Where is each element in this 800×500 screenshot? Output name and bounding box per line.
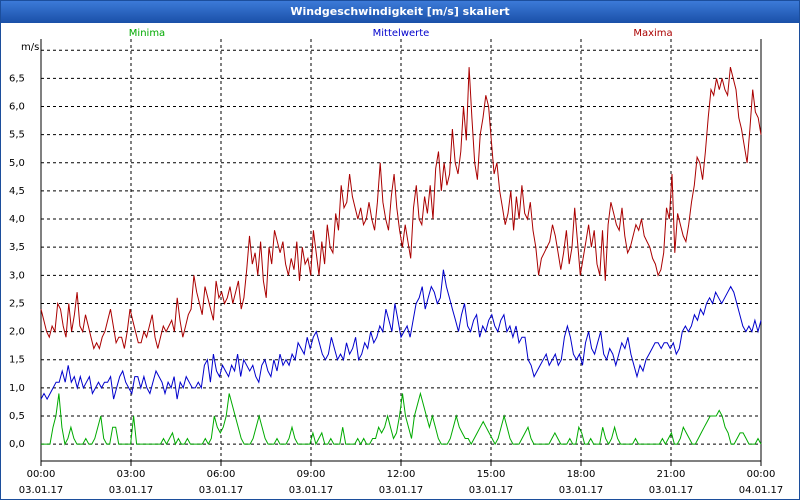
x-tick-time: 21:00	[657, 469, 686, 480]
y-tick-label: 2,0	[9, 327, 25, 338]
y-tick-label: 0,0	[9, 439, 25, 450]
y-tick-label: 5,5	[9, 130, 25, 141]
x-tick-time: 00:00	[27, 469, 56, 480]
x-tick-time: 09:00	[297, 469, 326, 480]
legend-minima: Minima	[129, 28, 165, 39]
grid	[41, 39, 761, 461]
y-tick-label: 1,0	[9, 383, 25, 394]
x-tick-date: 03.01.17	[649, 485, 694, 496]
y-tick-label: 5,0	[9, 158, 25, 169]
y-tick-label: 4,0	[9, 214, 25, 225]
x-tick-date: 03.01.17	[289, 485, 334, 496]
x-tick-date: 03.01.17	[199, 485, 244, 496]
x-tick-date: 03.01.17	[379, 485, 424, 496]
x-tick-time: 12:00	[387, 469, 416, 480]
x-tick-date: 04.01.17	[739, 485, 784, 496]
series-minima	[41, 391, 762, 446]
series-maxima	[40, 66, 762, 350]
y-tick-label: 4,5	[9, 186, 25, 197]
y-tick-label: 3,5	[9, 242, 25, 253]
y-axis-unit: m/s	[21, 42, 39, 53]
series-lines	[40, 66, 762, 446]
legend-maxima: Maxima	[633, 28, 672, 39]
legend-mittelwerte: Mittelwerte	[373, 28, 430, 39]
x-tick-date: 03.01.17	[559, 485, 604, 496]
axes	[40, 39, 762, 466]
x-tick-time: 18:00	[567, 469, 596, 480]
x-tick-time: 06:00	[207, 469, 236, 480]
y-tick-label: 2,5	[9, 298, 25, 309]
x-tick-time: 00:00	[747, 469, 776, 480]
y-tick-label: 6,5	[9, 73, 25, 84]
y-tick-label: 0,5	[9, 411, 25, 422]
y-tick-label: 6,0	[9, 102, 25, 113]
chart-labels: 0,0 0,5 1,0 1,5 2,0 2,5 3,0 3,5 4,0 4,5 5,0 5,5 6,0 6…	[9, 28, 783, 496]
window-title: Windgeschwindigkeit [m/s] skaliert	[1, 1, 799, 23]
x-tick-date: 03.01.17	[19, 485, 64, 496]
y-tick-label: 1,5	[9, 355, 25, 366]
x-tick-time: 15:00	[477, 469, 506, 480]
x-tick-date: 03.01.17	[469, 485, 514, 496]
x-tick-date: 03.01.17	[109, 485, 154, 496]
x-tick-time: 03:00	[117, 469, 146, 480]
series-mittelwerte	[40, 269, 762, 401]
y-tick-label: 3,0	[9, 270, 25, 281]
